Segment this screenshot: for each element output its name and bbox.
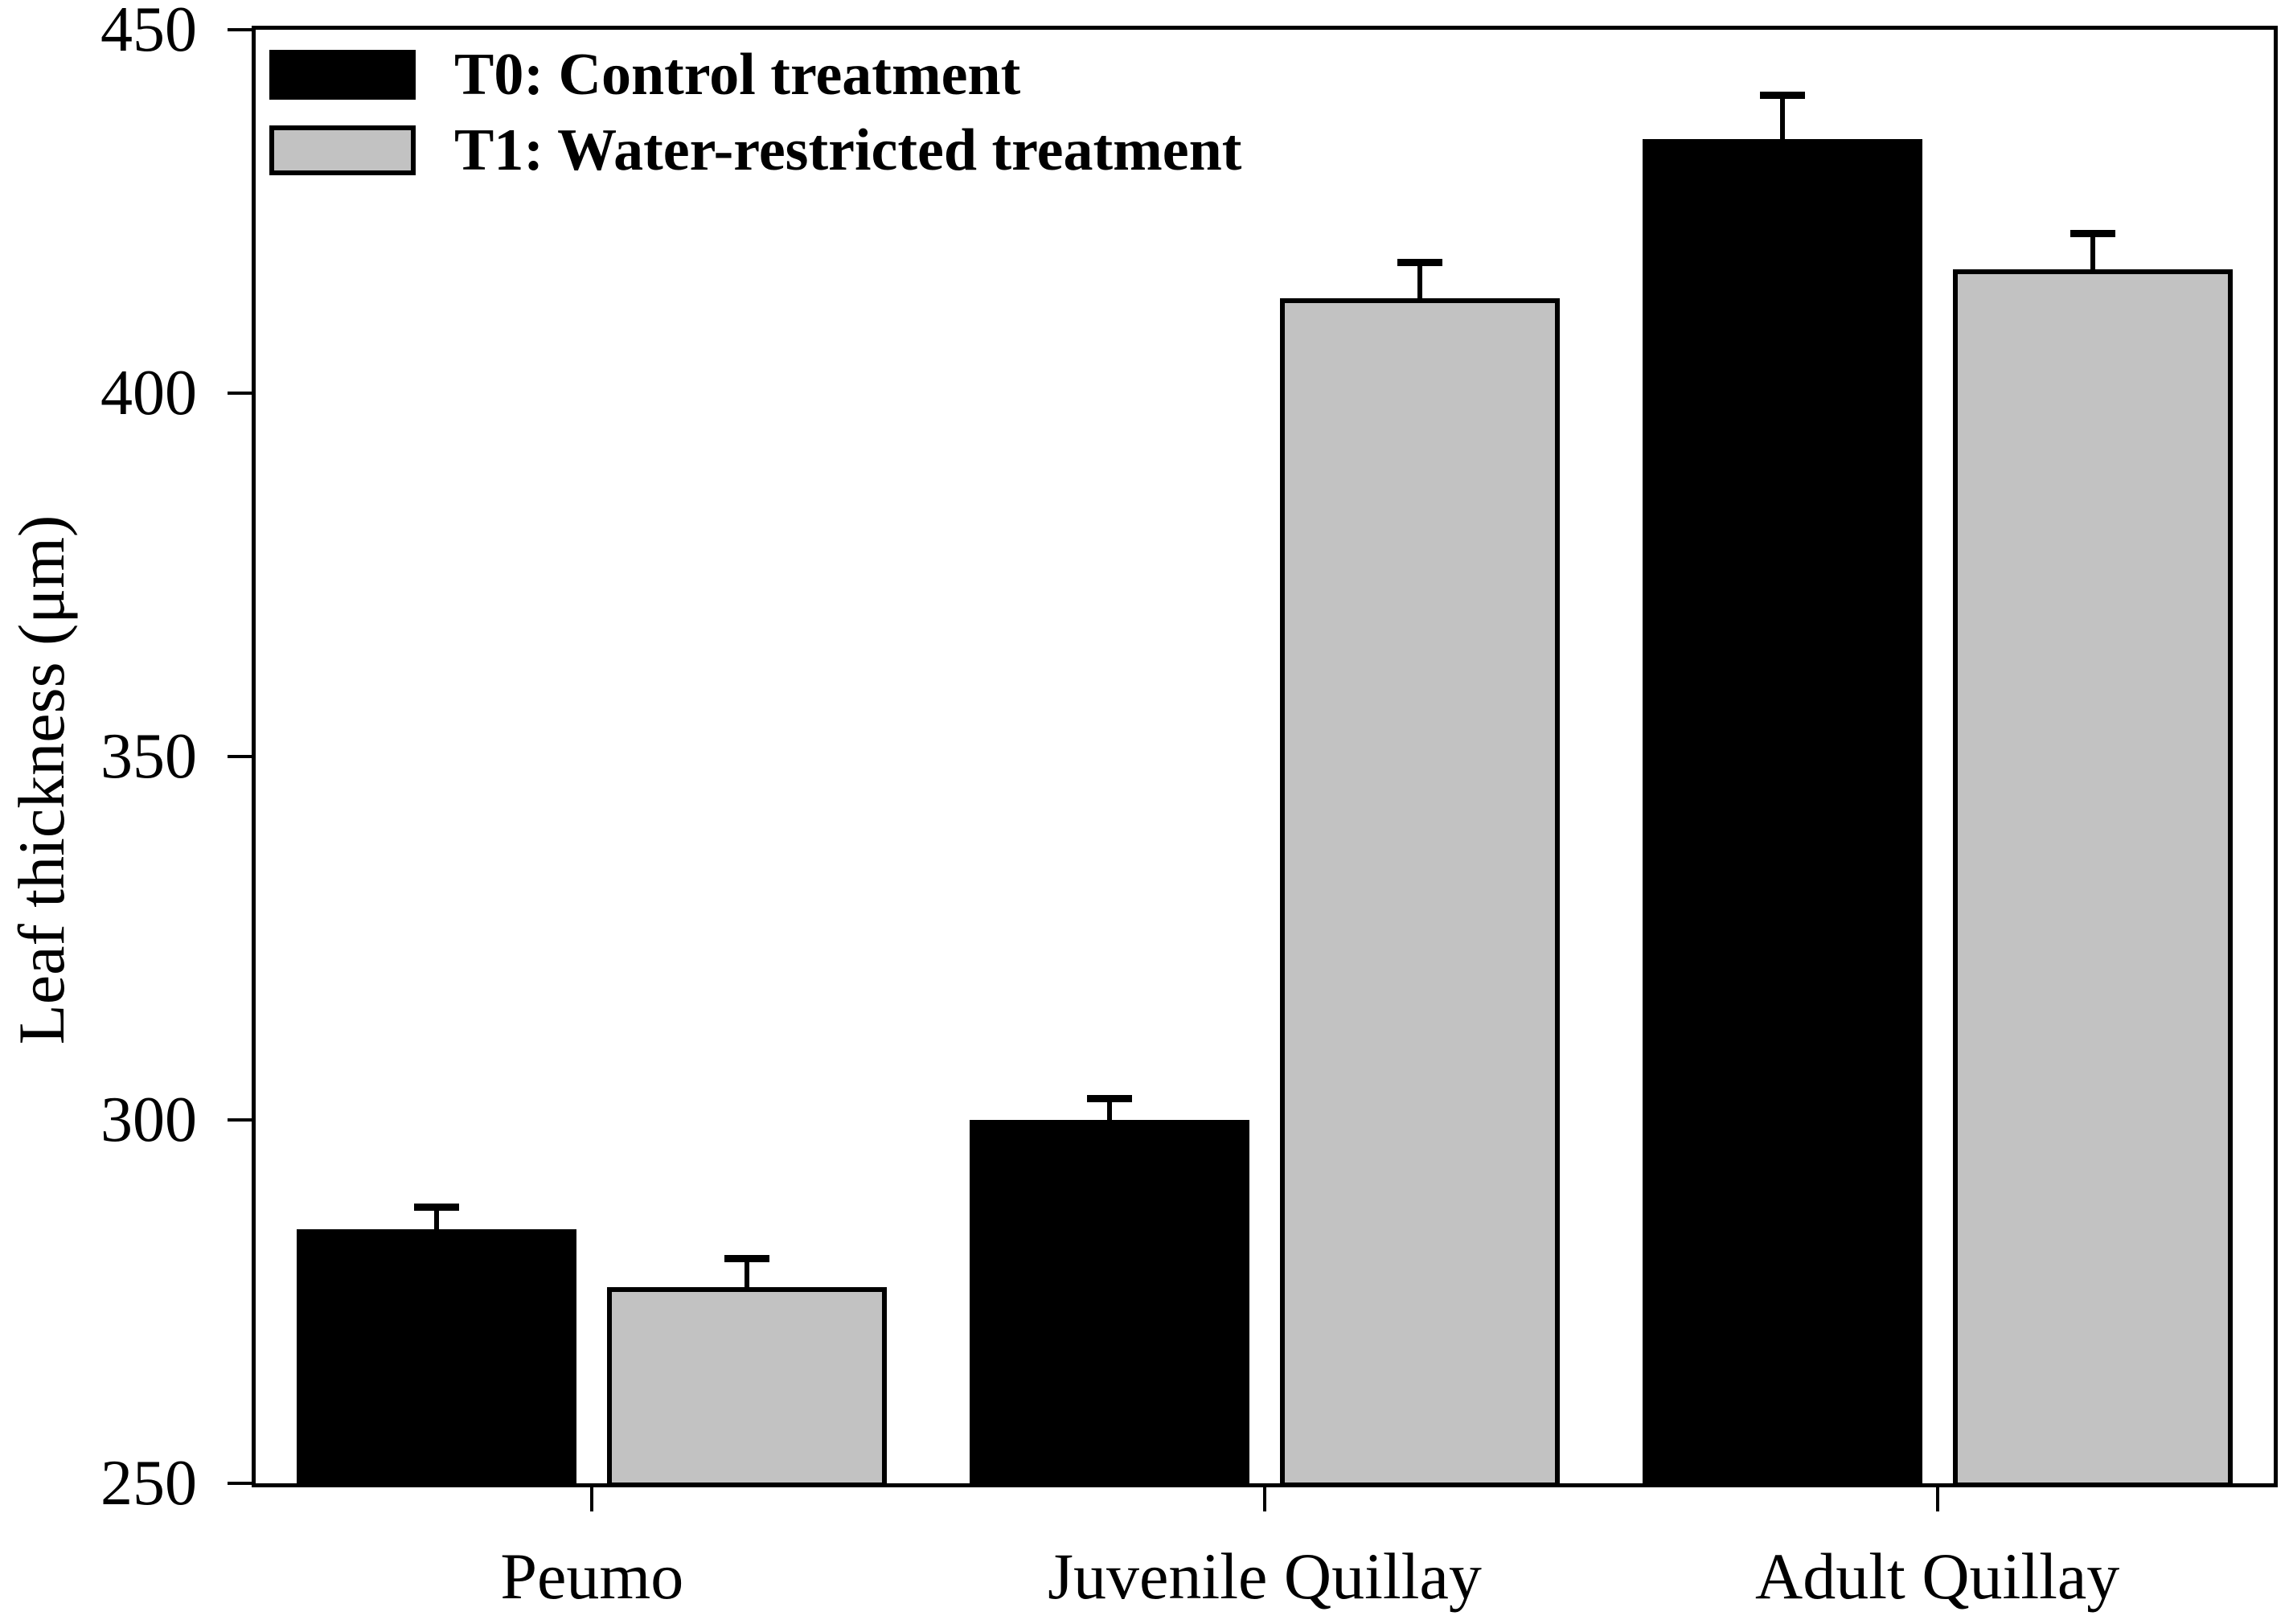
y-tick-label: 450: [101, 0, 197, 65]
y-tick-mark: [228, 1482, 252, 1485]
x-category-label: Adult Quillay: [1755, 1540, 2120, 1613]
bar-series1-juvenile-quillay: [1280, 298, 1560, 1487]
y-tick-mark: [228, 28, 252, 31]
x-category-label: Peumo: [500, 1540, 684, 1613]
error-bar-stem: [2090, 233, 2095, 270]
error-bar-cap: [414, 1204, 460, 1212]
error-bar-cap: [724, 1254, 770, 1262]
x-category-label: Juvenile Quillay: [1048, 1540, 1482, 1613]
y-tick-label: 250: [101, 1448, 197, 1519]
legend-item: T0: Control treatment: [269, 42, 1241, 108]
error-bar-cap: [1087, 1094, 1132, 1102]
y-tick-label: 350: [101, 721, 197, 792]
plot-area: [252, 26, 2278, 1487]
bar-series1-peumo: [607, 1286, 888, 1487]
legend-swatch-t0: [269, 50, 416, 100]
error-bar-cap: [1397, 259, 1442, 267]
error-bar-stem: [1417, 262, 1422, 299]
y-tick-mark: [228, 755, 252, 758]
legend-swatch-t1: [269, 125, 416, 175]
error-bar-cap: [2070, 230, 2115, 238]
bar-series0-peumo: [297, 1228, 577, 1487]
legend: T0: Control treatment T1: Water-restrict…: [269, 42, 1242, 201]
legend-label-t1: T1: Water-restricted treatment: [454, 117, 1242, 183]
error-bar-stem: [1779, 95, 1785, 139]
x-tick-mark: [1263, 1487, 1266, 1511]
x-tick-mark: [1935, 1487, 1939, 1511]
error-bar-stem: [434, 1207, 440, 1229]
error-bar-stem: [1107, 1097, 1112, 1120]
legend-item: T1: Water-restricted treatment: [269, 117, 1242, 183]
error-bar-cap: [1759, 92, 1805, 100]
legend-label-t0: T0: Control treatment: [454, 42, 1021, 108]
error-bar-stem: [745, 1257, 750, 1287]
y-tick-mark: [228, 1118, 252, 1122]
y-tick-mark: [228, 392, 252, 395]
bar-series0-adult-quillay: [1642, 138, 1922, 1487]
y-tick-label: 400: [101, 358, 197, 429]
x-tick-mark: [590, 1487, 594, 1511]
y-tick-label: 300: [101, 1085, 197, 1155]
bar-series0-juvenile-quillay: [970, 1120, 1249, 1487]
bar-series1-adult-quillay: [1952, 269, 2233, 1487]
